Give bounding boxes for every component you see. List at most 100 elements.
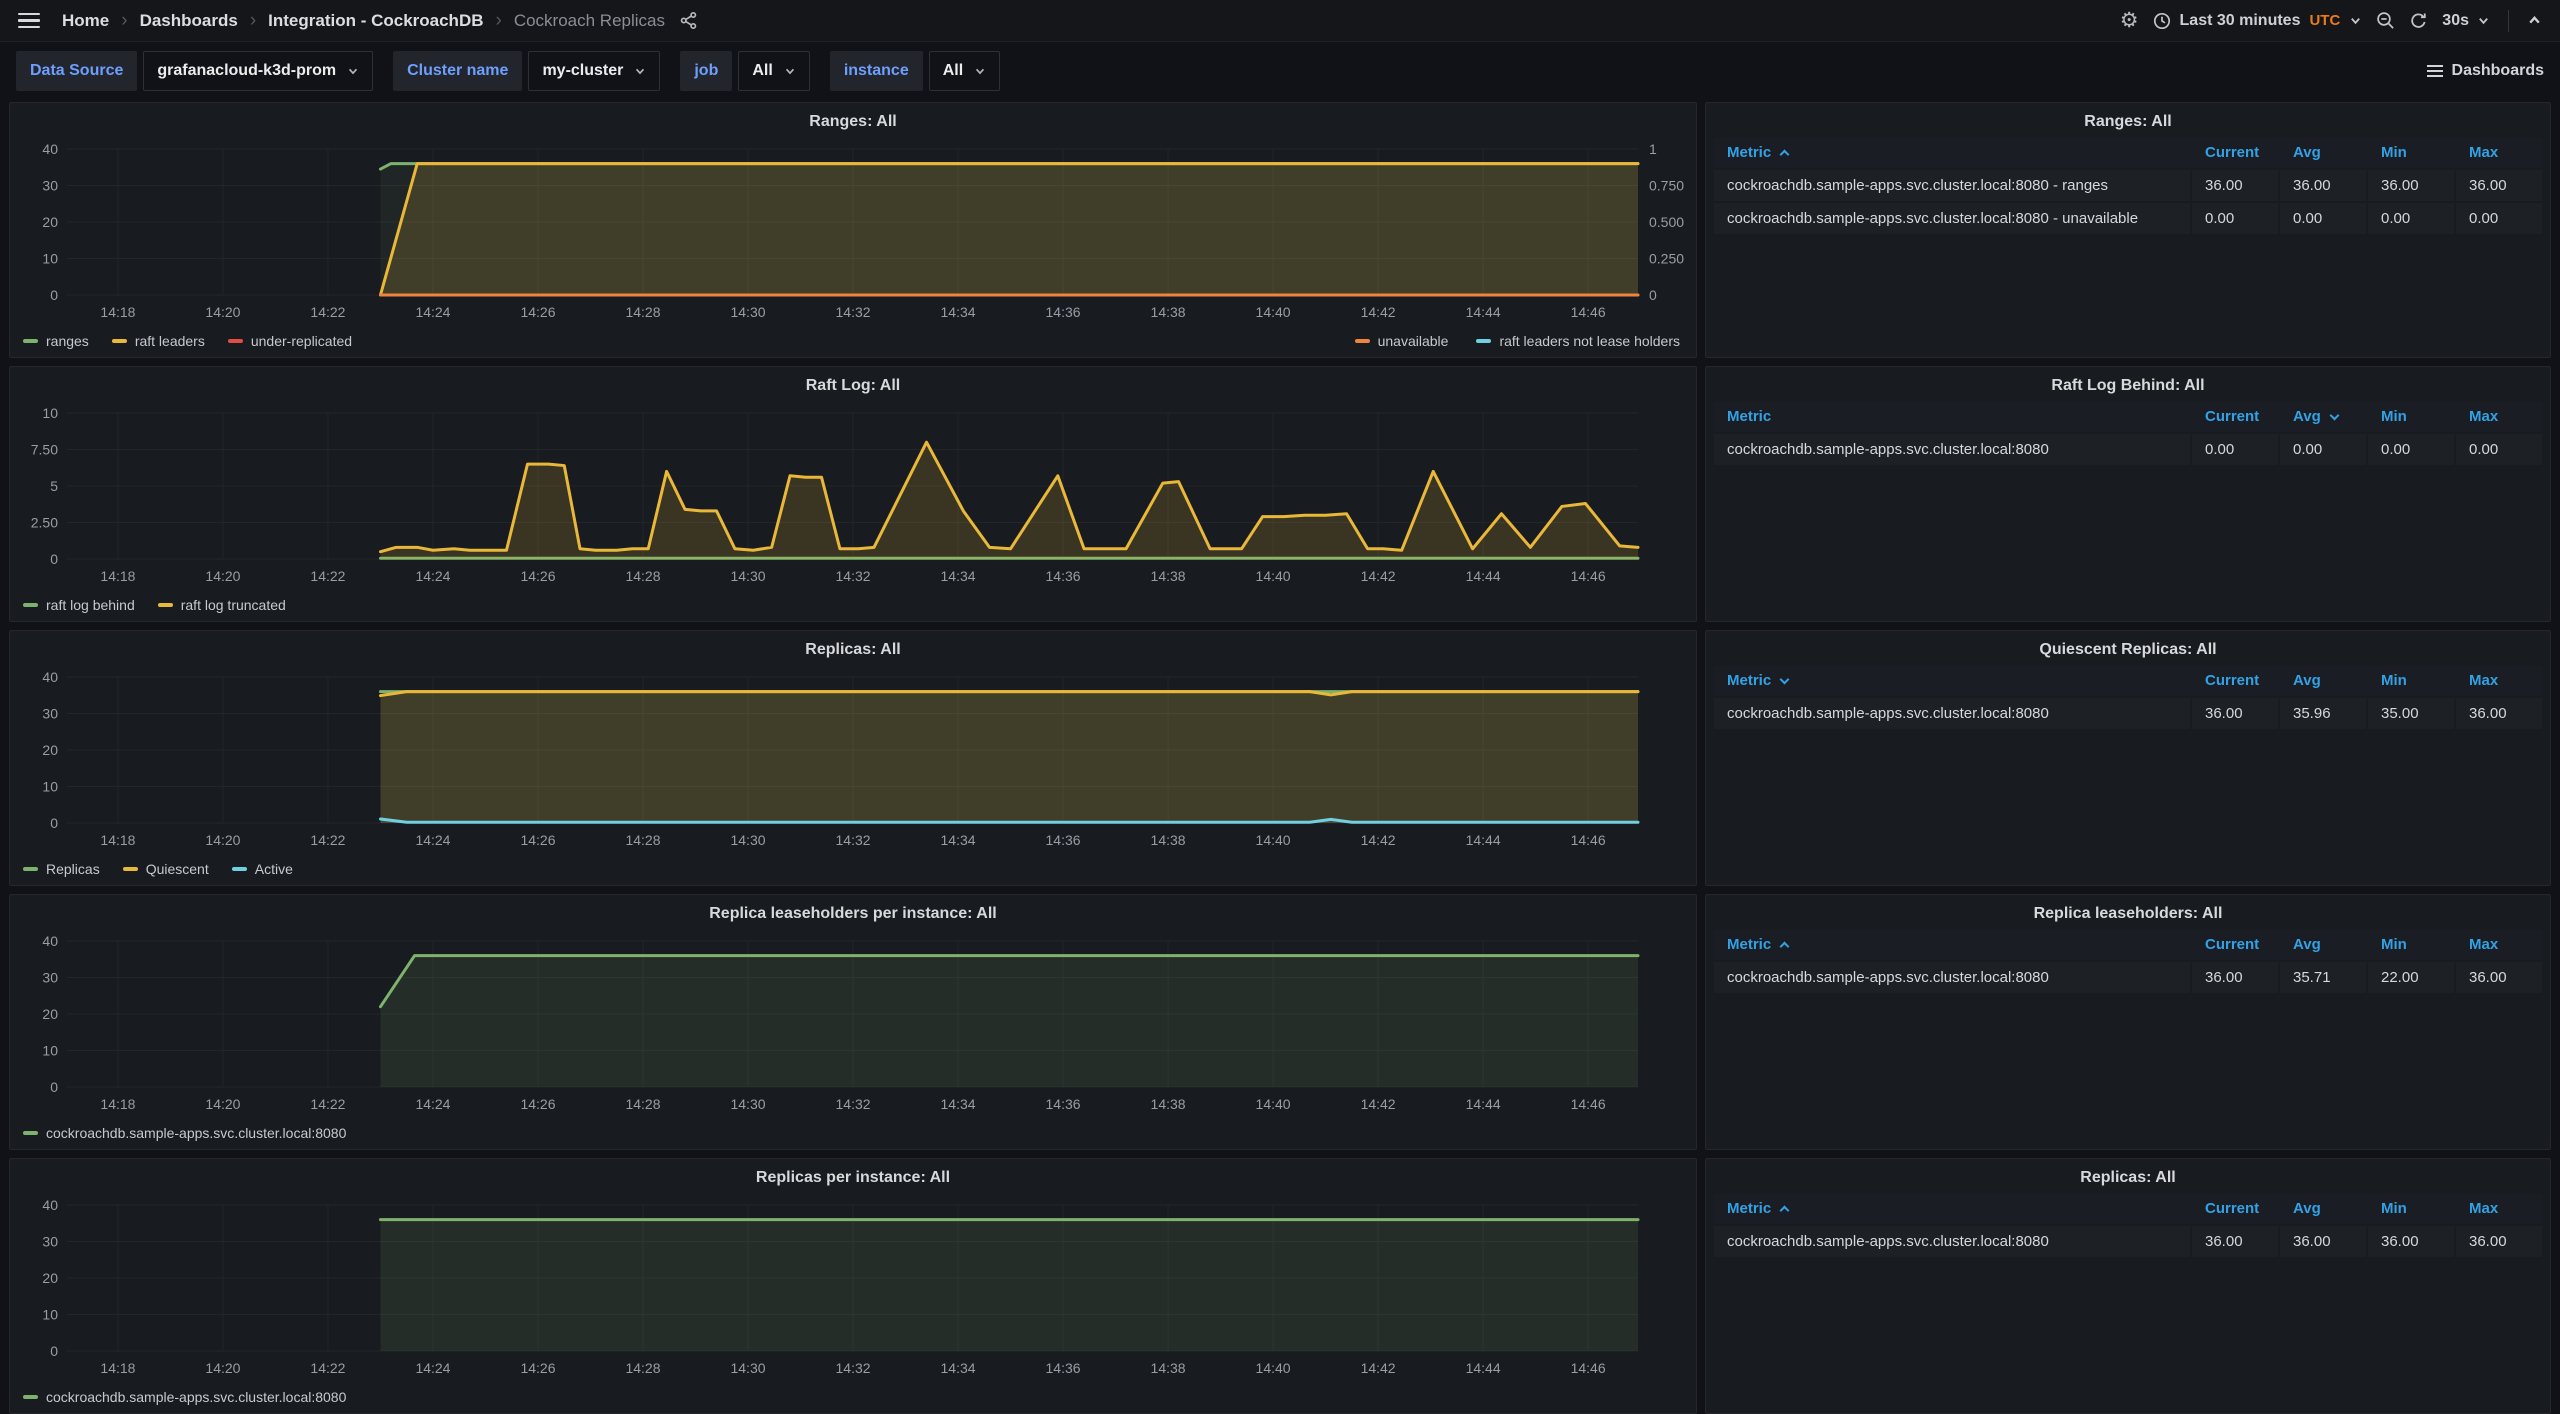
table-header-current[interactable]: Current (2192, 666, 2278, 696)
leaseholders-per-instance-chart-area: 14:18 14:20 14:22 14:24 14:26 14:28 14:30 14:32… (10, 925, 1696, 1123)
svg-text:14:32: 14:32 (836, 304, 871, 320)
breadcrumb-dashboards[interactable]: Dashboards (139, 10, 238, 30)
svg-text:0: 0 (50, 815, 58, 831)
panel-title[interactable]: Replicas: All (805, 641, 901, 658)
svg-text:2.50: 2.50 (31, 515, 58, 531)
panel-title[interactable]: Replicas per instance: All (755, 1169, 951, 1186)
cluster-value: my-cluster (542, 62, 624, 79)
cluster-select[interactable]: my-cluster (528, 51, 661, 91)
table-header-avg[interactable]: Avg (2280, 138, 2366, 168)
legend-label: raft log truncated (180, 596, 286, 613)
table-header-current[interactable]: Current (2192, 402, 2278, 432)
quiescent-replicas-table: Metric Current Avg Min Max cockroachdb.sample… (1714, 666, 2542, 729)
instance-select[interactable]: All (928, 51, 1001, 91)
table-header-min[interactable]: Min (2368, 138, 2454, 168)
legend-swatch (157, 602, 173, 607)
table-header-min[interactable]: Min (2368, 930, 2454, 960)
table-header-metric[interactable]: Metric (1714, 138, 2190, 168)
table-row: cockroachdb.sample-apps.svc.cluster.loca… (1714, 1226, 2542, 1257)
table-header-metric[interactable]: Metric (1714, 930, 2190, 960)
zoom-out-icon[interactable] (2376, 11, 2395, 30)
panel-title[interactable]: Raft Log: All (805, 377, 901, 394)
table-header-metric[interactable]: Metric (1714, 402, 2190, 432)
table-header-avg[interactable]: Avg (2280, 402, 2366, 432)
svg-text:14:30: 14:30 (730, 304, 765, 320)
chevron-down-icon (348, 68, 358, 75)
replicas-per-instance-chart-svg: 14:18 14:20 14:22 14:24 14:26 14:28 14:30 14:32… (42, 1197, 1640, 1376)
legend-item[interactable]: raft leaders not lease holders (1476, 333, 1680, 349)
legend-item[interactable]: under-replicated (227, 333, 352, 349)
refresh-interval-dropdown[interactable]: 30s (2442, 12, 2490, 30)
breadcrumb-home[interactable]: Home (62, 10, 110, 30)
svg-text:14:34: 14:34 (941, 568, 976, 584)
data-source-select[interactable]: grafanacloud-k3d-prom (143, 51, 374, 91)
legend-item[interactable]: cockroachdb.sample-apps.svc.cluster.loca… (23, 1389, 346, 1405)
clock-icon (2153, 12, 2170, 29)
legend-item[interactable]: unavailable (1354, 333, 1448, 349)
svg-text:14:26: 14:26 (520, 568, 555, 584)
panel-title[interactable]: Quiescent Replicas: All (2039, 641, 2217, 658)
chevron-down-icon (785, 68, 794, 75)
table-header-row: Metric Current Avg Min Max (1714, 1194, 2542, 1224)
legend-swatch (231, 866, 247, 871)
dashboards-button[interactable]: Dashboards (2426, 62, 2544, 80)
table-header-avg[interactable]: Avg (2280, 666, 2366, 696)
value-cell: 36.00 (2368, 1226, 2454, 1257)
time-range-picker[interactable]: Last 30 minutes UTC (2153, 12, 2363, 30)
svg-text:14:38: 14:38 (1151, 1096, 1186, 1112)
svg-text:14:44: 14:44 (1466, 1360, 1501, 1376)
panel-title[interactable]: Ranges: All (2084, 113, 2172, 130)
table-header-avg[interactable]: Avg (2280, 1194, 2366, 1224)
breadcrumb-folder[interactable]: Integration - CockroachDB (268, 10, 484, 30)
share-icon[interactable] (679, 11, 698, 30)
legend-item[interactable]: Active (231, 861, 293, 877)
legend-item[interactable]: raft log behind (23, 597, 135, 613)
svg-text:14:24: 14:24 (415, 1360, 450, 1376)
panel-title[interactable]: Replica leaseholders: All (2033, 905, 2223, 922)
table-header-max[interactable]: Max (2456, 930, 2542, 960)
ranges-legend: ranges raft leaders under-replicated unavai… (10, 331, 1696, 357)
hamburger-menu-icon[interactable] (18, 12, 40, 29)
svg-text:14:30: 14:30 (730, 1096, 765, 1112)
table-header-current[interactable]: Current (2192, 138, 2278, 168)
svg-text:0: 0 (50, 287, 58, 303)
table-header-max[interactable]: Max (2456, 138, 2542, 168)
table-header-current[interactable]: Current (2192, 930, 2278, 960)
svg-text:14:24: 14:24 (415, 1096, 450, 1112)
svg-text:14:32: 14:32 (836, 1360, 871, 1376)
legend-item[interactable]: Quiescent (122, 861, 209, 877)
table-header-max[interactable]: Max (2456, 1194, 2542, 1224)
table-header-metric[interactable]: Metric (1714, 666, 2190, 696)
legend-label: raft log behind (46, 596, 135, 613)
refresh-icon[interactable] (2409, 11, 2428, 30)
table-header-min[interactable]: Min (2368, 1194, 2454, 1224)
panel-title[interactable]: Ranges: All (809, 113, 897, 130)
legend-item[interactable]: raft log truncated (157, 596, 286, 613)
svg-text:20: 20 (42, 742, 58, 758)
raft-log-legend: raft log behind raft log truncated (10, 595, 1696, 621)
svg-text:20: 20 (42, 214, 58, 230)
job-select[interactable]: All (738, 51, 810, 91)
collapse-chevron-up-icon[interactable] (2527, 13, 2542, 28)
legend-item[interactable]: raft leaders (111, 333, 205, 349)
replicas-chart-svg: 14:18 14:20 14:22 14:24 14:26 14:28 14:30 14:32… (42, 669, 1640, 848)
panel-title[interactable]: Replica leaseholders per instance: All (709, 905, 997, 922)
svg-text:0.500: 0.500 (1649, 214, 1684, 230)
table-header-metric[interactable]: Metric (1714, 1194, 2190, 1224)
dashboard-settings-gear-icon[interactable]: ⚙ (2119, 8, 2139, 32)
panel-title[interactable]: Raft Log Behind: All (2051, 377, 2205, 394)
table-header-max[interactable]: Max (2456, 402, 2542, 432)
legend-item[interactable]: cockroachdb.sample-apps.svc.cluster.loca… (23, 1125, 346, 1141)
table-header-min[interactable]: Min (2368, 666, 2454, 696)
legend-item[interactable]: Replicas (23, 861, 100, 877)
svg-text:0: 0 (50, 551, 58, 567)
table-header-avg[interactable]: Avg (2280, 930, 2366, 960)
top-nav: Home › Dashboards › Integration - Cockro… (0, 0, 2560, 42)
table-header-min[interactable]: Min (2368, 402, 2454, 432)
panel-title[interactable]: Replicas: All (2080, 1169, 2176, 1186)
leaseholders-per-instance-chart-svg: 14:18 14:20 14:22 14:24 14:26 14:28 14:30 14:32… (42, 933, 1640, 1112)
table-header-max[interactable]: Max (2456, 666, 2542, 696)
legend-item[interactable]: ranges (23, 333, 89, 349)
table-header-current[interactable]: Current (2192, 1194, 2278, 1224)
svg-text:14:18: 14:18 (100, 568, 135, 584)
